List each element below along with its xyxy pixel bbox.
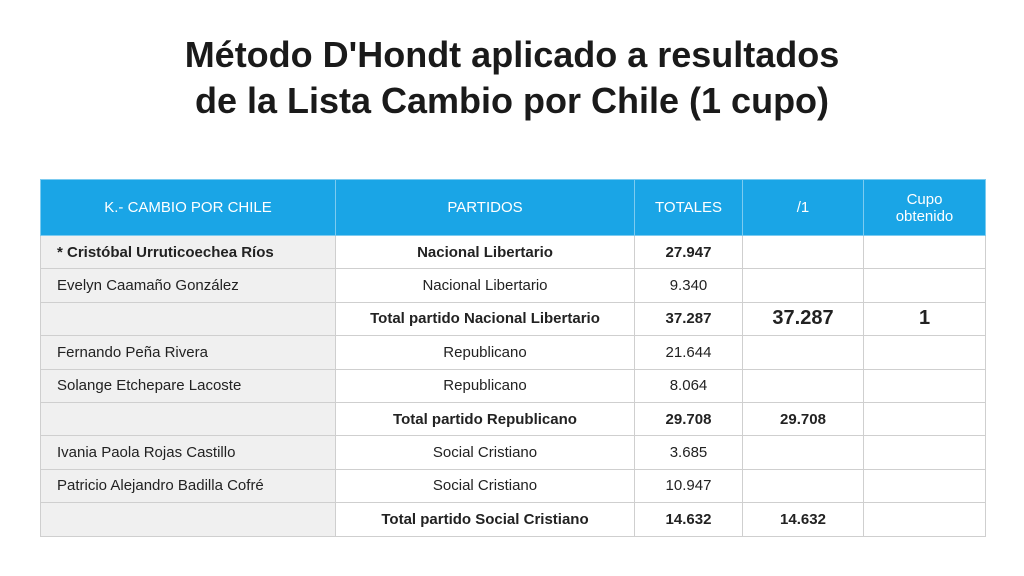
party-total-value: 29.708 xyxy=(634,401,743,437)
cupo-cell: 1 xyxy=(863,301,986,337)
table-row: Evelyn Caamaño González Nacional Liberta… xyxy=(40,268,986,303)
divisor-cell xyxy=(742,468,864,504)
candidate-cell: Fernando Peña Rivera xyxy=(40,335,336,370)
divisor-cell xyxy=(742,435,864,470)
table-header-row: K.- CAMBIO POR CHILE PARTIDOS TOTALES /1… xyxy=(40,179,986,236)
cupo-cell xyxy=(863,268,986,303)
divisor-cell xyxy=(742,234,864,270)
candidate-cell: Evelyn Caamaño González xyxy=(40,268,336,303)
divisor-cell xyxy=(742,268,864,303)
candidate-cell xyxy=(40,502,336,537)
table-row: * Cristóbal Urruticoechea Ríos Nacional … xyxy=(40,234,986,270)
title-line-1: Método D'Hondt aplicado a resultados xyxy=(184,34,840,75)
cupo-cell xyxy=(863,234,986,270)
cupo-cell xyxy=(863,368,986,403)
table-row: Patricio Alejandro Badilla Cofré Social … xyxy=(40,468,986,504)
table-row: Fernando Peña Rivera Republicano 21.644 xyxy=(40,335,986,370)
cupo-cell xyxy=(863,468,986,504)
table-row-party-total: Total partido Republicano 29.708 29.708 xyxy=(40,401,986,437)
cupo-cell xyxy=(863,502,986,537)
cupo-cell xyxy=(863,435,986,470)
candidate-cell: Patricio Alejandro Badilla Cofré xyxy=(40,468,336,504)
party-total-label: Total partido Nacional Libertario xyxy=(335,301,635,337)
party-total-value: 37.287 xyxy=(634,301,743,337)
total-cell: 8.064 xyxy=(634,368,743,403)
dhondt-table: K.- CAMBIO POR CHILE PARTIDOS TOTALES /1… xyxy=(40,179,986,537)
party-cell: Republicano xyxy=(335,335,635,370)
header-list: K.- CAMBIO POR CHILE xyxy=(40,179,336,236)
table-row: Ivania Paola Rojas Castillo Social Crist… xyxy=(40,435,986,470)
title-line-2: de la Lista Cambio por Chile (1 cupo) xyxy=(194,80,830,121)
party-cell: Republicano xyxy=(335,368,635,403)
table-row-party-total: Total partido Social Cristiano 14.632 14… xyxy=(40,502,986,537)
page-title: Método D'Hondt aplicado a resultados de … xyxy=(0,32,1024,124)
header-cupo: Cupo obtenido xyxy=(863,179,986,236)
party-cell: Nacional Libertario xyxy=(335,268,635,303)
table-row: Solange Etchepare Lacoste Republicano 8.… xyxy=(40,368,986,403)
party-cell: Social Cristiano xyxy=(335,468,635,504)
candidate-cell: Ivania Paola Rojas Castillo xyxy=(40,435,336,470)
divisor-cell xyxy=(742,368,864,403)
candidate-cell xyxy=(40,301,336,337)
candidate-cell xyxy=(40,401,336,437)
total-cell: 21.644 xyxy=(634,335,743,370)
party-cell: Nacional Libertario xyxy=(335,234,635,270)
header-totales: TOTALES xyxy=(634,179,743,236)
divisor-cell: 37.287 xyxy=(742,301,864,337)
total-cell: 3.685 xyxy=(634,435,743,470)
party-total-label: Total partido Social Cristiano xyxy=(335,502,635,537)
candidate-cell: Solange Etchepare Lacoste xyxy=(40,368,336,403)
candidate-cell: * Cristóbal Urruticoechea Ríos xyxy=(40,234,336,270)
total-cell: 27.947 xyxy=(634,234,743,270)
divisor-cell: 14.632 xyxy=(742,502,864,537)
header-partidos: PARTIDOS xyxy=(335,179,635,236)
header-divisor-1: /1 xyxy=(742,179,864,236)
divisor-cell: 29.708 xyxy=(742,401,864,437)
party-cell: Social Cristiano xyxy=(335,435,635,470)
cupo-cell xyxy=(863,335,986,370)
party-total-value: 14.632 xyxy=(634,502,743,537)
cupo-cell xyxy=(863,401,986,437)
table-row-party-total: Total partido Nacional Libertario 37.287… xyxy=(40,301,986,337)
total-cell: 9.340 xyxy=(634,268,743,303)
party-total-label: Total partido Republicano xyxy=(335,401,635,437)
divisor-cell xyxy=(742,335,864,370)
total-cell: 10.947 xyxy=(634,468,743,504)
